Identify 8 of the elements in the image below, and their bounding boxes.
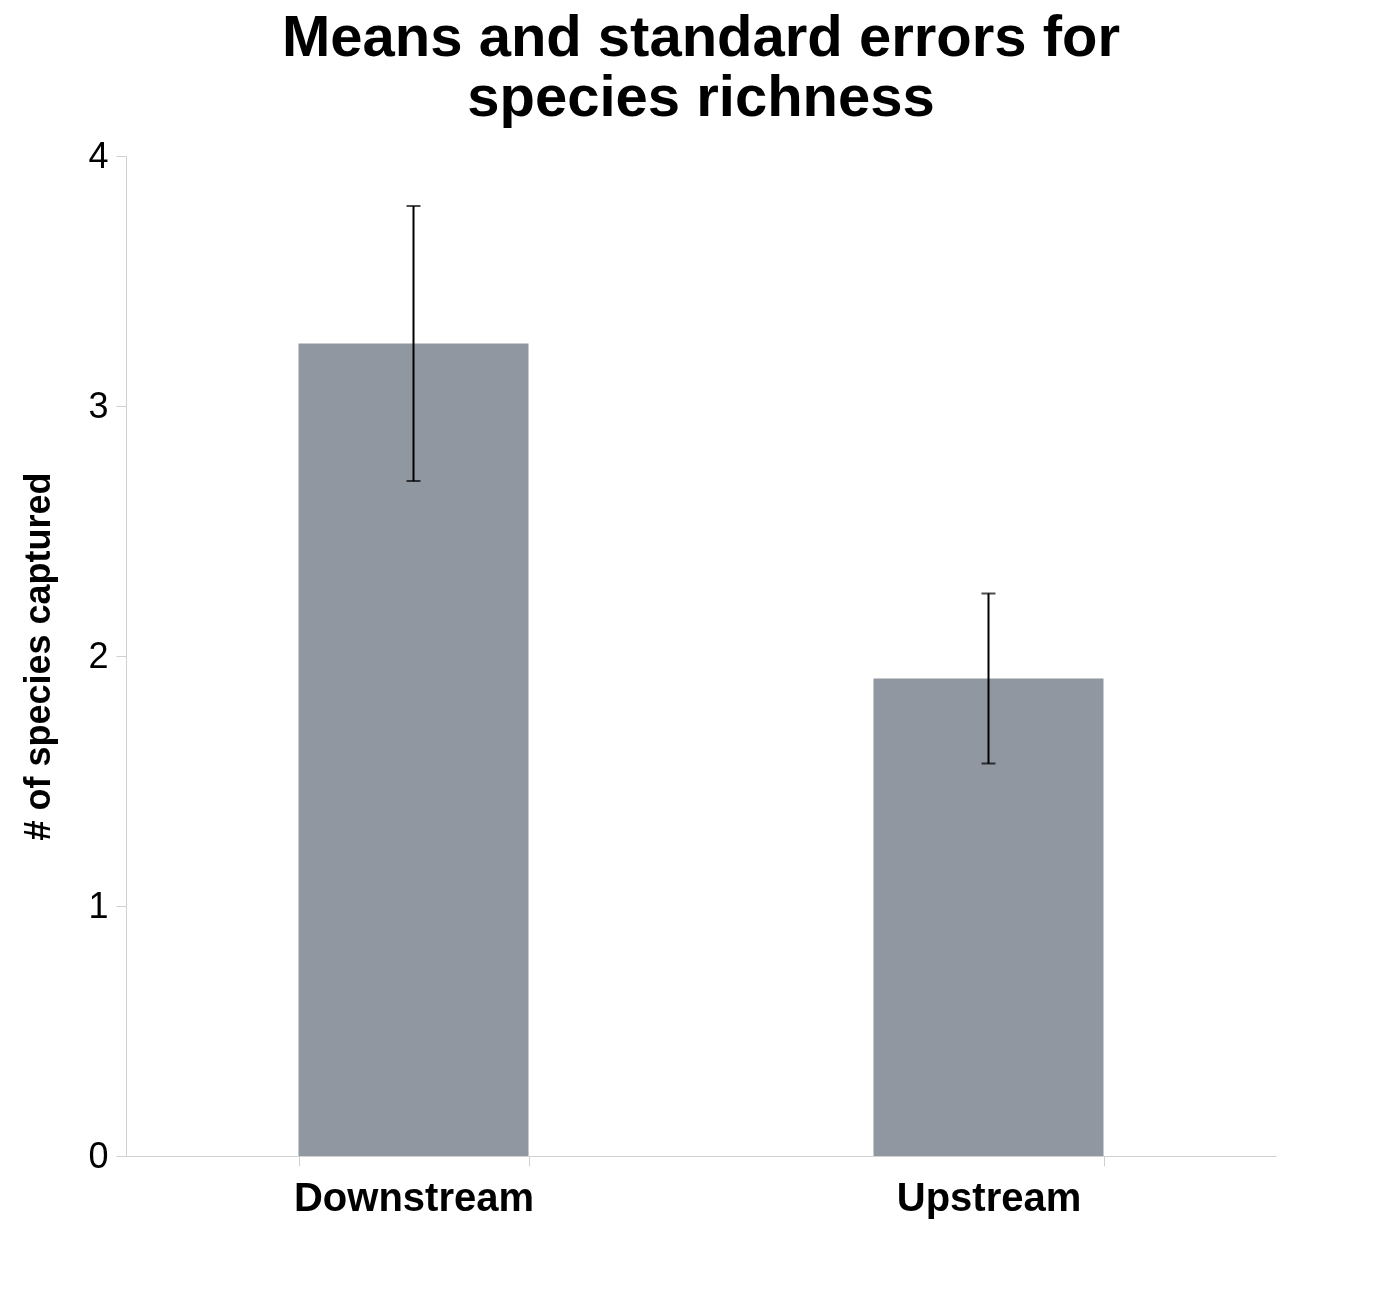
y-tick-label: 3 bbox=[88, 384, 109, 426]
y-axis-title: # of species captured bbox=[17, 472, 59, 841]
y-tick-label: 2 bbox=[88, 634, 109, 676]
y-tick-label: 4 bbox=[88, 134, 109, 176]
x-tick-label: Downstream bbox=[293, 1174, 535, 1219]
y-tick-label: 1 bbox=[88, 884, 109, 926]
x-tick-label: Upstream bbox=[896, 1174, 1082, 1219]
y-tick-label: 0 bbox=[88, 1134, 109, 1176]
